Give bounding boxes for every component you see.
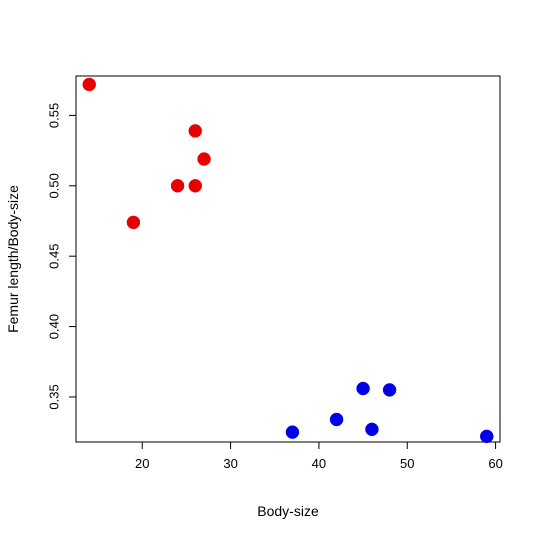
x-axis-label: Body-size <box>257 503 319 519</box>
y-tick-label: 0.55 <box>47 103 62 128</box>
y-tick-label: 0.35 <box>47 384 62 409</box>
y-tick-label: 0.40 <box>47 314 62 339</box>
data-points <box>82 77 494 444</box>
y-axis: 0.35 0.40 0.45 0.50 0.55 <box>47 103 76 410</box>
x-tick-label: 30 <box>223 456 237 471</box>
x-axis: 20 30 40 50 60 <box>135 442 503 471</box>
data-point <box>188 124 202 138</box>
plot-frame <box>75 75 501 443</box>
data-point <box>285 425 300 439</box>
data-point <box>365 422 379 437</box>
x-tick-label: 60 <box>488 456 502 471</box>
x-tick-label: 40 <box>312 456 326 471</box>
x-tick-label: 50 <box>400 456 414 471</box>
data-point <box>197 152 211 166</box>
data-point <box>382 383 397 397</box>
data-point <box>126 215 141 230</box>
data-point <box>480 429 494 444</box>
data-point <box>188 179 202 193</box>
data-point <box>170 179 185 193</box>
y-axis-label: Femur length/Body-size <box>5 185 21 333</box>
y-tick-label: 0.50 <box>47 173 62 198</box>
x-tick-label: 20 <box>135 456 149 471</box>
data-point <box>82 77 96 92</box>
y-tick-label: 0.45 <box>47 244 62 269</box>
data-point <box>329 412 344 427</box>
data-point <box>356 381 370 396</box>
